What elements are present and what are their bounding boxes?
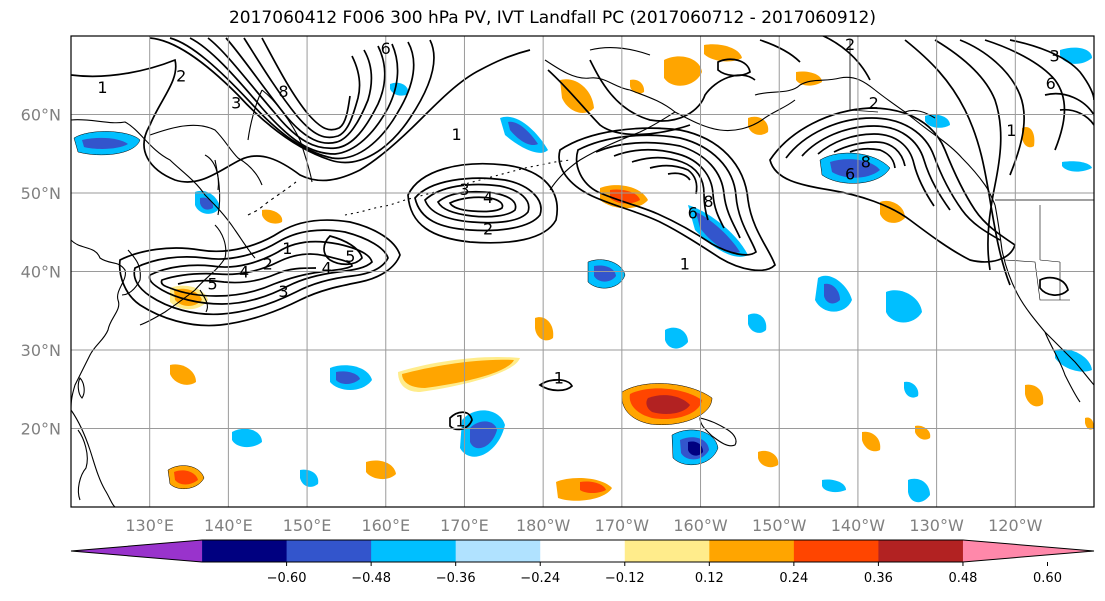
lon-tick-label: 160°E — [361, 516, 410, 535]
colorbar-tick-label: 0.36 — [864, 571, 893, 586]
colorbar-bin — [371, 540, 457, 562]
colorbar-extend-high — [962, 540, 1094, 562]
lon-tick-label: 140°W — [831, 516, 886, 535]
contour-label: 6 — [1046, 74, 1056, 93]
contour-label: 5 — [208, 274, 218, 293]
contour-label: 2 — [263, 255, 273, 274]
contour-label: 3 — [278, 282, 288, 301]
lat-tick-label: 60°N — [21, 106, 61, 125]
colorbar-tick-label: 0.60 — [1033, 571, 1062, 586]
colorbar-bin — [624, 540, 710, 562]
colorbar-bin — [455, 540, 541, 562]
contour-label: 1 — [1006, 121, 1016, 140]
contour-label: 4 — [239, 263, 249, 282]
contour-label: 8 — [703, 192, 713, 211]
colorbar: −0.60 −0.48 −0.36 −0.24 −0.12 0.12 0.24 0.36 0.4… — [70, 539, 1095, 586]
contour-label: 1 — [451, 125, 461, 144]
colorbar-tick-label: 0.48 — [948, 571, 977, 586]
lat-tick-label: 20°N — [21, 420, 61, 439]
contour-label: 2 — [845, 35, 855, 54]
colorbar-tick-label: −0.60 — [267, 571, 307, 586]
colorbar-tick-label: 0.24 — [779, 571, 808, 586]
colorbar-tick-label: −0.24 — [520, 571, 560, 586]
pv-anomaly-fill — [74, 44, 1094, 503]
contour-label: 2 — [869, 94, 879, 113]
lat-tick-label: 50°N — [21, 184, 61, 203]
contour-label: 1 — [282, 239, 292, 258]
lon-tick-label: 170°W — [595, 516, 650, 535]
contour-label: 4 — [483, 188, 493, 207]
lon-tick-label: 170°E — [440, 516, 489, 535]
contour-label: 2 — [483, 219, 493, 238]
contour-label: 6 — [845, 164, 855, 183]
lat-tick-label: 30°N — [21, 341, 61, 360]
contour-label: 5 — [345, 247, 355, 266]
latitude-labels: 20°N 30°N 40°N 50°N 60°N — [21, 106, 61, 439]
colorbar-bin — [202, 540, 288, 562]
contour-label: 1 — [554, 368, 564, 387]
contour-label: 3 — [1050, 47, 1060, 66]
colorbar-bin — [286, 540, 372, 562]
lon-tick-label: 130°W — [909, 516, 964, 535]
contour-label: 1 — [680, 255, 690, 274]
lat-tick-label: 40°N — [21, 263, 61, 282]
contour-label: 6 — [381, 39, 391, 58]
gridlines — [71, 36, 1094, 507]
contour-label: 8 — [861, 153, 871, 172]
colorbar-tick-label: −0.12 — [605, 571, 645, 586]
contour-label: 2 — [176, 66, 186, 85]
colorbar-tick-label: −0.36 — [436, 571, 476, 586]
map-title: 2017060412 F006 300 hPa PV, IVT Landfall… — [228, 8, 876, 28]
contour-label: 8 — [278, 82, 288, 101]
contour-label: 4 — [322, 259, 332, 278]
lon-tick-label: 160°W — [673, 516, 728, 535]
coastlines — [71, 40, 1094, 507]
map-frame — [70, 35, 1095, 508]
ivt-contours — [71, 36, 1094, 431]
colorbar-bin — [540, 540, 626, 562]
longitude-labels: 130°E 140°E 150°E 160°E 170°E 180°W 170°W 160°W… — [125, 516, 1042, 535]
colorbar-bin — [793, 540, 879, 562]
lon-tick-label: 130°E — [125, 516, 174, 535]
contour-label: 3 — [459, 180, 469, 199]
colorbar-extend-low — [71, 540, 203, 562]
lon-tick-label: 120°W — [988, 516, 1043, 535]
lon-tick-label: 150°E — [283, 516, 332, 535]
colorbar-bin — [709, 540, 795, 562]
lon-tick-label: 180°W — [516, 516, 571, 535]
contour-label: 6 — [688, 204, 698, 223]
contour-label: 3 — [231, 94, 241, 113]
colorbar-outline — [70, 539, 1095, 563]
contour-label: 1 — [455, 412, 465, 431]
lon-tick-label: 150°W — [752, 516, 807, 535]
colorbar-bin — [878, 540, 964, 562]
colorbar-tick-label: −0.48 — [351, 571, 391, 586]
colorbar-tick-label: 0.12 — [695, 571, 724, 586]
lon-tick-label: 140°E — [204, 516, 253, 535]
contour-label: 1 — [97, 78, 107, 97]
